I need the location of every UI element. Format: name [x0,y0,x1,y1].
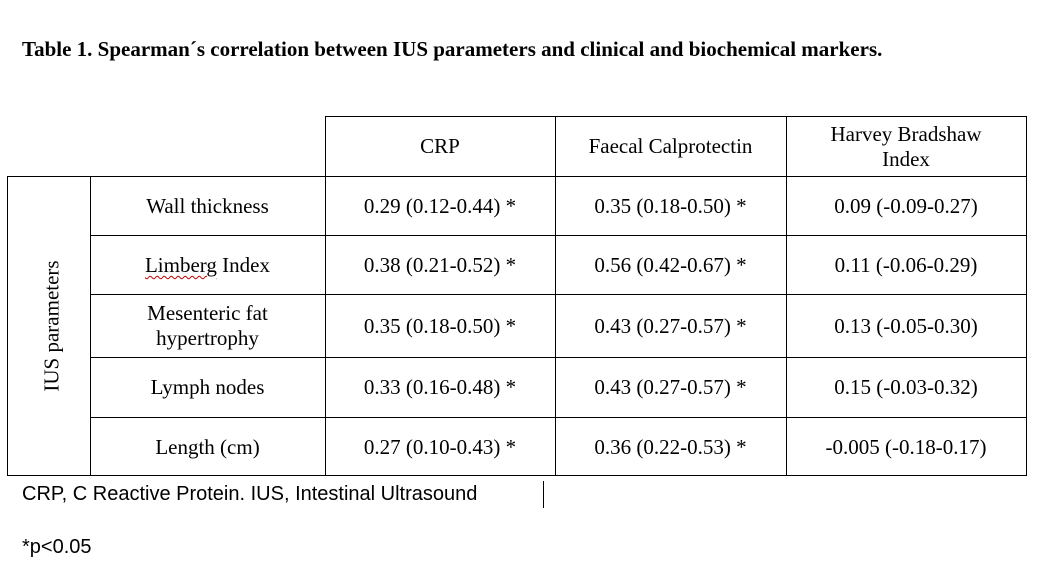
table-cell: 0.35 (0.18-0.50) * [363,313,517,338]
table-border-left [7,176,8,476]
abbreviations-footnote: CRP, C Reactive Protein. IUS, Intestinal… [22,483,478,505]
table-rule [7,176,1027,177]
table-cell: 0.36 (0.22-0.53) * [594,434,747,459]
column-header-crp: CRP [420,134,460,158]
table-cell: 0.15 (-0.03-0.32) [834,375,978,399]
table-border-top [325,116,1027,117]
table-cell: 0.38 (0.21-0.52) * [363,253,517,277]
row-label-lymph-nodes: Lymph nodes [150,375,265,399]
row-label-wall-thickness: Wall thickness [146,194,269,218]
table-border-bottom [7,475,1027,476]
table-rule [90,357,1027,358]
column-header-harvey-bradshaw-index: Harvey Bradshaw Index [830,121,982,171]
table-cell: 0.56 (0.42-0.67) * [594,253,747,277]
table-cell: 0.43 (0.27-0.57) * [594,375,747,399]
row-label-length: Length (cm) [155,434,260,459]
table-rule [90,294,1027,295]
table-rule-vertical [325,116,326,476]
table-cell: 0.27 (0.10-0.43) * [363,434,517,459]
table-cell: -0.005 (-0.18-0.17) [825,434,987,459]
row-label-mesenteric-fat-hypertrophy: Mesenteric fat hypertrophy [147,301,268,350]
table-cell: 0.43 (0.27-0.57) * [594,313,747,338]
column-header-faecal-calprotectin: Faecal Calprotectin [588,134,753,158]
table-rule-vertical [786,116,787,476]
table-rule-vertical [555,116,556,476]
table-cell: 0.33 (0.16-0.48) * [363,375,517,399]
row-label-limberg-index: Limberg Index [90,236,325,295]
row-label-suffix: Index [216,253,270,277]
table-cell: 0.13 (-0.05-0.30) [834,313,978,338]
significance-footnote: *p<0.05 [22,536,92,558]
table-rule [90,417,1027,418]
table-rule-vertical [90,176,91,476]
table-cell: 0.11 (-0.06-0.29) [834,253,978,277]
text-cursor [543,481,544,508]
table-cell: 0.29 (0.12-0.44) * [363,194,517,218]
row-group-label: IUS parameters [39,260,64,392]
spellcheck-underlined-word: Limberg [144,253,217,277]
table-title: Table 1. Spearman´s correlation between … [22,37,883,61]
table-cell: 0.09 (-0.09-0.27) [834,194,978,218]
table-cell: 0.35 (0.18-0.50) * [594,194,747,218]
table-rule [90,235,1027,236]
table-border-right [1026,116,1027,476]
